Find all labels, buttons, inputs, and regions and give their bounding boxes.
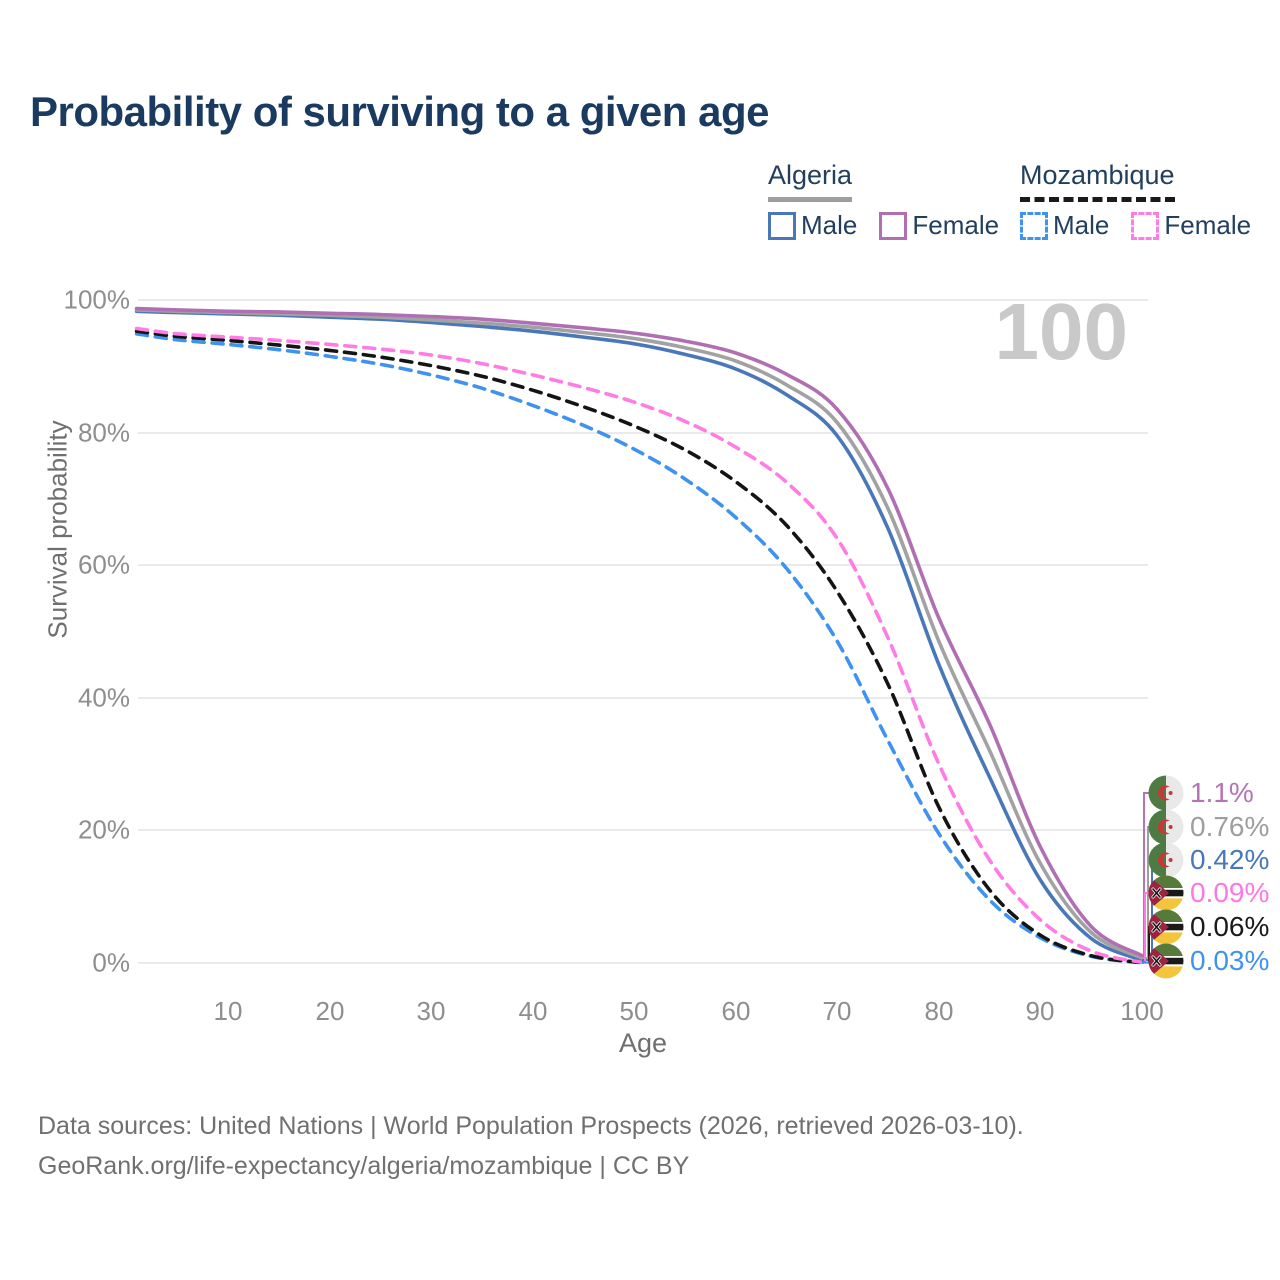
series-line-mozambique-male <box>134 332 1144 965</box>
end-label-algeria-both: 0.76% <box>1190 811 1270 842</box>
x-tick-30: 30 <box>416 996 446 1026</box>
series-line-algeria-female <box>134 306 1144 958</box>
end-label-algeria-female: 1.1% <box>1190 777 1254 808</box>
legend-item-algeria-male[interactable]: Male <box>768 210 857 241</box>
x-tick-90: 90 <box>1025 996 1055 1026</box>
algeria-male-swatch-icon <box>768 211 796 240</box>
mozambique-flag-icon <box>1148 943 1184 979</box>
y-axis-label: Survival probability <box>42 420 73 639</box>
legend-item-algeria-female[interactable]: Female <box>879 210 999 241</box>
y-tick-40: 40% <box>77 682 130 713</box>
leader-algeria-female <box>1142 792 1151 957</box>
series-layer <box>134 306 1144 965</box>
algeria-flag-icon <box>1148 809 1184 845</box>
legend-row-algeria: Male Female <box>768 210 1017 241</box>
end-label-mozambique-both: 0.06% <box>1190 911 1270 942</box>
algeria-female-swatch-icon <box>879 211 908 240</box>
x-tick-10: 10 <box>213 996 243 1026</box>
algeria-flag-icon <box>1148 842 1184 878</box>
gridlines <box>138 299 1148 964</box>
x-tick-80: 80 <box>924 996 954 1026</box>
mozambique-flag-icon <box>1148 875 1184 911</box>
series-line-algeria-both <box>134 308 1144 960</box>
mozambique-female-swatch-icon <box>1131 211 1160 240</box>
series-line-mozambique-female <box>134 326 1144 965</box>
legend-country-mozambique[interactable]: Mozambique <box>1020 160 1175 202</box>
y-tick-80: 80% <box>77 417 130 448</box>
legend-country-algeria[interactable]: Algeria <box>768 160 853 202</box>
footer-attribution: Data sources: United Nations | World Pop… <box>38 1106 1024 1186</box>
y-tick-100: 100% <box>63 284 131 315</box>
x-axis-label: Age <box>618 1028 668 1058</box>
legend-item-mozambique-male[interactable]: Male <box>1020 210 1109 241</box>
page-title: Probability of surviving to a given age <box>30 88 769 135</box>
x-tick-20: 20 <box>315 996 345 1026</box>
series-line-mozambique-both <box>134 329 1144 965</box>
footer-data-sources: Data sources: United Nations | World Pop… <box>38 1112 1024 1140</box>
y-tick-20: 20% <box>77 814 130 845</box>
x-tick-60: 60 <box>721 996 751 1026</box>
legend-item-mozambique-female[interactable]: Female <box>1131 210 1251 241</box>
legend-row-mozambique: Male Female <box>1020 210 1269 241</box>
end-label-flags <box>1148 775 1184 979</box>
algeria-flag-icon <box>1148 775 1184 811</box>
y-tick-60: 60% <box>77 549 130 580</box>
legend-label-algeria-male: Male <box>801 210 858 240</box>
x-tick-40: 40 <box>518 996 548 1026</box>
y-tick-0: 0% <box>92 947 130 978</box>
legend-label-mozambique-female: Female <box>1164 210 1252 240</box>
x-tick-70: 70 <box>822 996 852 1026</box>
mozambique-male-swatch-icon <box>1020 211 1048 240</box>
legend-label-mozambique-male: Male <box>1053 210 1110 240</box>
end-label-algeria-male: 0.42% <box>1190 844 1270 875</box>
mozambique-flag-icon <box>1148 909 1184 945</box>
legend-group-algeria: Algeria Male Female <box>768 160 1017 241</box>
end-label-mozambique-female: 0.09% <box>1190 877 1270 908</box>
end-label-mozambique-male: 0.03% <box>1190 945 1270 976</box>
legend-label-algeria-female: Female <box>912 210 1000 240</box>
x-tick-50: 50 <box>619 996 649 1026</box>
age-watermark: 100 <box>994 287 1128 376</box>
footer-url: GeoRank.org/life-expectancy/algeria/moza… <box>38 1152 690 1180</box>
x-tick-100: 100 <box>1120 996 1164 1026</box>
legend-group-mozambique: Mozambique Male Female <box>1020 160 1269 241</box>
